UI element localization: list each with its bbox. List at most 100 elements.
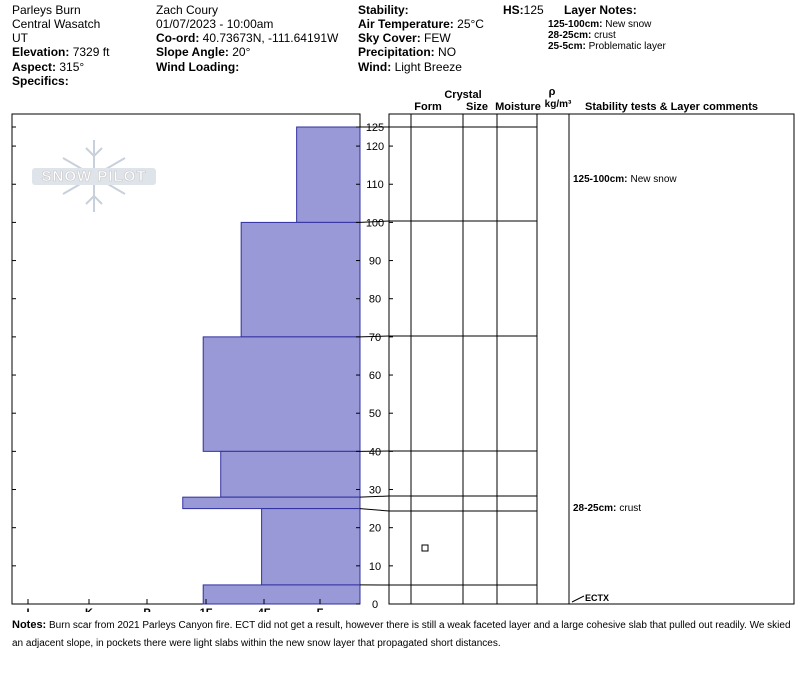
depth-label: 70 [369,332,381,344]
aspect: Aspect: 315° [12,60,84,74]
layer-connector [359,335,411,338]
hardness-bar [296,126,361,223]
depth-label: 125 [366,122,384,134]
x-tick-label: F [317,607,324,612]
sky-label: Sky Cover: [358,31,421,45]
slope-label: Slope Angle: [156,45,229,59]
layer-note-range: 125-100cm: [548,19,603,30]
notes: Notes: Burn scar from 2021 Parleys Canyo… [12,616,794,653]
depth-label: 10 [369,561,381,573]
layer-connector [359,495,411,498]
depth-label: 60 [369,370,381,382]
test-result-pointer [571,595,585,603]
aspect-label: Aspect: [12,60,57,74]
hardness-bar [261,508,361,586]
x-tick-label: P [143,607,150,612]
x-tick-label: 4F [258,607,271,612]
wind: Wind: Light Breeze [358,60,462,74]
wind-value: Light Breeze [394,60,462,74]
elevation: Elevation: 7329 ft [12,45,109,59]
notes-text: Burn scar from 2021 Parleys Canyon fire.… [12,620,791,649]
layer-connector [359,508,411,512]
hardness-bar [182,496,361,510]
layer-connector [359,220,411,223]
depth-label: 90 [369,256,381,268]
depth-label: 120 [366,141,384,153]
coordinates: Co-ord: 40.73673N, -111.64191W [156,31,338,45]
size-header: Size [466,101,488,113]
hardness-bar [240,221,361,338]
x-tick-label: K [85,607,93,612]
x-tick-label: 1F [200,607,213,612]
air-temp-label: Air Temperature: [358,17,454,31]
coord-value: 40.73673N, -111.64191W [202,31,339,45]
layer-note-text: crust [594,30,616,41]
wind-label: Wind: [358,60,392,74]
layer-note: 28-25cm: crust [548,30,616,41]
layer-note-range: 25-5cm: [548,41,586,52]
slope-angle: Slope Angle: 20° [156,45,250,59]
depth-label: 0 [372,599,378,611]
logo-text: SNOW PILOT [42,168,147,185]
state: UT [12,31,28,45]
snow-profile-chart: SNOW PILOT I K P 1F 4F F 0 10 20 30 40 50 60 70 80 90 1… [11,86,795,612]
layer-note: 125-100cm: New snow [548,19,651,30]
form-header: Form [414,101,442,113]
stability-comments-header: Stability tests & Layer comments [585,101,758,113]
precipitation: Precipitation: NO [358,45,456,59]
layer-note: 25-5cm: Problematic layer [548,41,666,52]
precip-label: Precipitation: [358,45,435,59]
moisture-header: Moisture [495,101,541,113]
site-name: Parleys Burn [12,3,81,17]
elevation-label: Elevation: [12,45,70,59]
test-result: ECTX [585,593,609,603]
layer-note-text: New snow [605,19,652,30]
elevation-value: 7329 ft [72,45,110,59]
side-comment: 28-25cm: crust [573,503,641,514]
notes-label: Notes: [12,619,47,631]
air-temperature: Air Temperature: 25°C [358,17,484,31]
specifics-label: Specifics: [12,74,69,88]
crystal-form-symbol [421,544,429,552]
hs-value: 125 [523,3,544,17]
sky-value: FEW [424,31,451,45]
aspect-value: 315° [59,60,85,74]
air-temp-value: 25°C [457,17,484,31]
layer-notes-title: Layer Notes: [564,3,637,17]
depth-label: 80 [369,294,381,306]
depth-label: 100 [366,217,384,229]
density-unit-header: kg/m³ [545,99,572,110]
slope-value: 20° [232,45,251,59]
depth-label: 20 [369,523,381,535]
wind-loading-label: Wind Loading: [156,60,240,74]
depth-label: 30 [369,485,381,497]
datetime: 01/07/2023 - 10:00am [156,17,274,31]
observer: Zach Coury [156,3,219,17]
hardness-bar [202,584,361,605]
depth-label: 50 [369,408,381,420]
side-comment-text: crust [619,503,641,514]
snow-height: HS:125 [503,3,544,17]
depth-label: 110 [366,179,384,191]
hardness-bar [220,450,361,498]
snowpilot-logo: SNOW PILOT [32,140,156,212]
stability-label: Stability: [358,3,409,17]
layer-table-frame [388,113,795,605]
precip-value: NO [438,45,457,59]
layer-note-range: 28-25cm: [548,30,592,41]
crystal-header: Crystal [444,89,481,101]
mountain-range: Central Wasatch [12,17,101,31]
side-comment-range: 125-100cm: [573,174,627,185]
side-comment: 125-100cm: New snow [573,174,677,185]
hardness-bar [202,336,361,452]
x-tick-label: I [26,607,29,612]
sky-cover: Sky Cover: FEW [358,31,451,45]
hs-label: HS: [503,3,524,17]
layer-note-text: Problematic layer [588,41,666,52]
logo-band [32,168,156,185]
side-comment-text: New snow [630,174,677,185]
depth-label: 40 [369,446,381,458]
coord-label: Co-ord: [156,31,200,45]
side-comment-range: 28-25cm: [573,503,616,514]
density-symbol-header: ρ [549,86,556,98]
